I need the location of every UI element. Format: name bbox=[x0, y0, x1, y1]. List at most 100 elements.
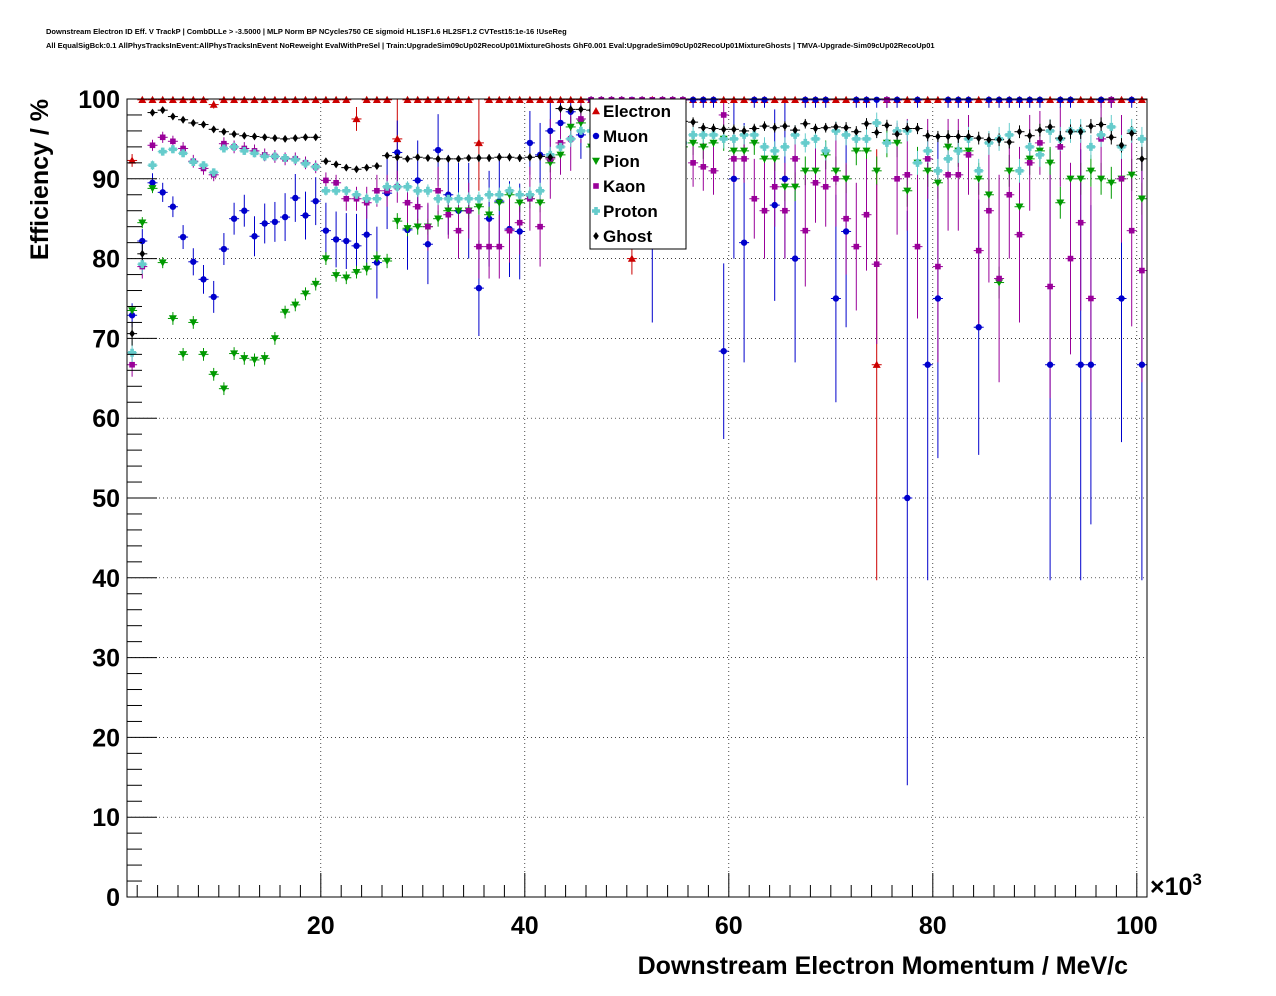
proton-point bbox=[1035, 150, 1044, 159]
pion-point bbox=[332, 272, 341, 280]
chart-title-line-2: All EqualSigBck:0.1 AllPhysTracksInEvent… bbox=[46, 41, 935, 50]
proton-point bbox=[464, 194, 473, 203]
kaon-point bbox=[853, 243, 860, 250]
pion-point bbox=[291, 301, 300, 309]
muon-point bbox=[1036, 96, 1044, 103]
muon-point bbox=[842, 228, 850, 235]
ghost-point bbox=[1098, 120, 1104, 129]
ghost-point bbox=[1118, 141, 1125, 150]
muon-point bbox=[1057, 96, 1064, 103]
muon-point bbox=[944, 96, 952, 103]
proton-point bbox=[219, 144, 228, 153]
electron-point bbox=[352, 114, 361, 123]
ghost-point bbox=[986, 135, 992, 144]
ghost-point bbox=[833, 122, 839, 131]
kaon-point bbox=[404, 199, 411, 206]
ghost-point bbox=[802, 119, 809, 128]
pion-point bbox=[862, 147, 871, 155]
kaon-point bbox=[690, 160, 696, 166]
pion-point bbox=[321, 255, 330, 263]
legend-label-proton: Proton bbox=[603, 202, 658, 221]
proton-point bbox=[872, 118, 881, 127]
muon-point bbox=[812, 96, 819, 103]
kaon-point bbox=[700, 164, 707, 170]
proton-point bbox=[311, 162, 320, 171]
kaon-point bbox=[935, 263, 941, 270]
proton-point bbox=[923, 146, 932, 155]
pion-point bbox=[556, 151, 565, 159]
proton-point bbox=[485, 190, 494, 199]
kaon-point bbox=[414, 203, 421, 210]
pion-point bbox=[281, 308, 290, 317]
ghost-point bbox=[578, 105, 584, 114]
ghost-point bbox=[1047, 122, 1053, 131]
pion-point bbox=[1097, 175, 1106, 183]
y-tick-label: 0 bbox=[106, 884, 120, 912]
kaon-point bbox=[129, 361, 135, 368]
ghost-point bbox=[1016, 127, 1023, 136]
legend: Electron Muon Pion Kaon Proton Ghost bbox=[589, 98, 687, 250]
y-tick-label: 70 bbox=[92, 325, 120, 353]
muon-point bbox=[332, 236, 340, 243]
ghost-point bbox=[812, 124, 819, 133]
proton-point bbox=[1137, 134, 1146, 143]
pion-point bbox=[393, 217, 402, 226]
kaon-point bbox=[159, 134, 166, 141]
kaon-point bbox=[731, 156, 737, 162]
muon-point bbox=[751, 96, 758, 103]
legend-marker-muon bbox=[592, 132, 600, 140]
muon-point bbox=[995, 96, 1003, 103]
ghost-point bbox=[1067, 127, 1074, 136]
electron-point bbox=[209, 100, 218, 108]
ghost-point bbox=[914, 124, 921, 133]
muon-point bbox=[1067, 96, 1074, 103]
legend-label-muon: Muon bbox=[603, 127, 648, 146]
kaon-point bbox=[833, 176, 839, 182]
ghost-point bbox=[904, 124, 911, 133]
ghost-point bbox=[221, 127, 227, 136]
pion-point bbox=[1137, 195, 1146, 203]
proton-point bbox=[536, 186, 545, 195]
pion-point bbox=[240, 355, 249, 363]
ghost-point bbox=[333, 160, 339, 169]
kaon-point bbox=[1057, 144, 1064, 150]
pion-point bbox=[780, 183, 789, 191]
pion-point bbox=[709, 139, 718, 147]
ghost-point bbox=[435, 154, 441, 163]
pion-point bbox=[403, 225, 412, 233]
pion-point bbox=[434, 215, 443, 223]
pion-point bbox=[984, 191, 993, 199]
ghost-point bbox=[139, 249, 146, 258]
ghost-point bbox=[537, 152, 543, 161]
y-tick-label: 50 bbox=[92, 485, 120, 513]
kaon-point bbox=[1077, 219, 1084, 226]
pion-point bbox=[760, 155, 769, 163]
pion-point bbox=[250, 356, 259, 364]
pion-point bbox=[413, 223, 422, 231]
kaon-point bbox=[486, 243, 492, 250]
kaon-point bbox=[894, 176, 900, 182]
ghost-point bbox=[975, 134, 982, 143]
kaon-point bbox=[863, 211, 870, 218]
ghost-point bbox=[180, 115, 186, 124]
pion-point bbox=[831, 167, 840, 175]
muon-point bbox=[210, 293, 217, 301]
muon-point bbox=[1097, 96, 1105, 103]
proton-point bbox=[525, 190, 534, 199]
pion-point bbox=[148, 185, 157, 193]
kaon-point bbox=[343, 195, 350, 202]
kaon-point bbox=[1006, 191, 1013, 198]
pion-point bbox=[923, 167, 932, 175]
legend-label-electron: Electron bbox=[603, 102, 671, 121]
muon-point bbox=[322, 227, 330, 234]
ghost-point bbox=[343, 163, 350, 172]
muon-point bbox=[516, 228, 523, 235]
proton-point bbox=[954, 146, 963, 155]
pion-point bbox=[158, 259, 167, 267]
muon-point bbox=[190, 258, 197, 265]
electron-point bbox=[627, 254, 636, 262]
kaon-point bbox=[1128, 227, 1135, 234]
pion-point bbox=[505, 191, 514, 199]
ghost-point bbox=[282, 134, 288, 143]
proton-point bbox=[750, 130, 759, 139]
